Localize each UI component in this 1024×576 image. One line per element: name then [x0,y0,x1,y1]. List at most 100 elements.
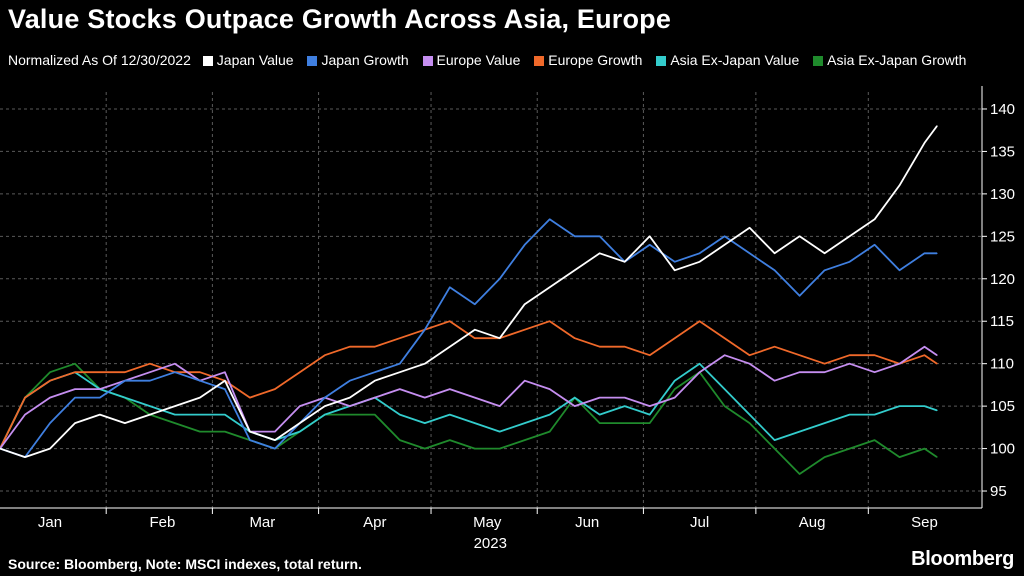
data-point [374,380,376,382]
data-point [274,430,276,433]
data-point [424,329,426,331]
data-point [199,430,201,433]
y-tick-label: 130 [990,186,1015,203]
y-tick-label: 120 [990,271,1015,288]
data-point [499,337,501,339]
legend-swatch [202,56,213,66]
data-point [174,363,176,365]
data-point [599,414,601,416]
legend-label: Europe Growth [548,52,643,68]
data-point [124,397,126,399]
data-point [798,371,801,373]
data-point [449,346,451,348]
legend-label: Asia Ex-Japan Growth [827,52,967,68]
legend-item-europe-value: Europe Value [422,52,520,69]
data-point [524,380,526,382]
data-point [124,371,126,373]
data-point [624,405,626,407]
data-point [474,397,476,399]
data-point [524,422,526,424]
data-point [399,388,401,390]
data-point [674,269,676,271]
data-point [724,388,726,390]
data-point [274,439,276,441]
data-point [274,388,276,390]
data-point [224,414,226,416]
data-point [574,235,576,237]
data-point [224,388,226,390]
data-point [574,405,576,407]
data-point [774,380,776,382]
data-point [99,388,101,390]
data-point [499,278,501,280]
data-point [399,439,401,441]
x-tick-label: Apr [363,514,386,531]
data-point [848,354,851,356]
data-point [149,405,151,407]
data-point [936,125,938,127]
data-point [99,371,101,373]
y-tick-label: 110 [990,356,1014,373]
data-point [324,354,326,356]
data-point [349,380,351,382]
data-point [99,414,101,416]
x-tick-label: Jan [38,514,62,531]
data-point [873,414,876,416]
data-point [798,235,801,237]
data-point [24,414,26,416]
data-point [199,397,201,399]
data-point [349,397,351,399]
data-point [24,456,26,458]
data-point [674,397,676,399]
data-point [649,422,651,424]
y-tick-label: 105 [990,398,1015,415]
data-point [699,363,701,365]
legend-swatch [813,56,824,66]
data-point [149,380,151,382]
data-point [49,380,51,382]
data-point [449,388,451,390]
data-point [249,430,251,433]
data-point [873,244,876,246]
x-tick-label: Jul [690,514,709,531]
data-point [524,329,526,331]
legend-swatch [534,56,545,66]
data-point [873,439,876,441]
data-point [749,363,751,365]
data-point [374,414,376,416]
legend-swatch [307,56,318,66]
data-point [674,380,676,382]
data-point [599,235,601,237]
series-lines [0,125,938,475]
data-point [898,269,901,271]
x-tick-label: Feb [149,514,175,531]
data-point [199,414,201,416]
data-point [349,346,351,348]
data-point [674,261,676,263]
chart-title: Value Stocks Outpace Growth Across Asia,… [8,4,672,34]
y-tick-label: 100 [990,441,1015,458]
data-point [24,397,26,399]
data-point [524,244,526,246]
data-point [324,397,326,399]
data-point [49,397,51,399]
data-point [674,337,676,339]
data-point [624,397,626,399]
data-point [923,405,926,407]
data-point [424,397,426,399]
data-point [424,363,426,365]
data-point [499,405,501,407]
data-point [873,218,876,220]
data-point [74,422,76,424]
data-point [923,142,926,144]
data-point [474,337,476,339]
data-point [599,346,601,348]
y-tick-label: 135 [990,143,1015,160]
data-point [599,252,601,254]
data-point [798,295,801,297]
data-point [524,303,526,305]
data-point [724,235,726,237]
data-point [549,320,551,322]
data-point [474,422,476,424]
data-point [249,397,251,399]
